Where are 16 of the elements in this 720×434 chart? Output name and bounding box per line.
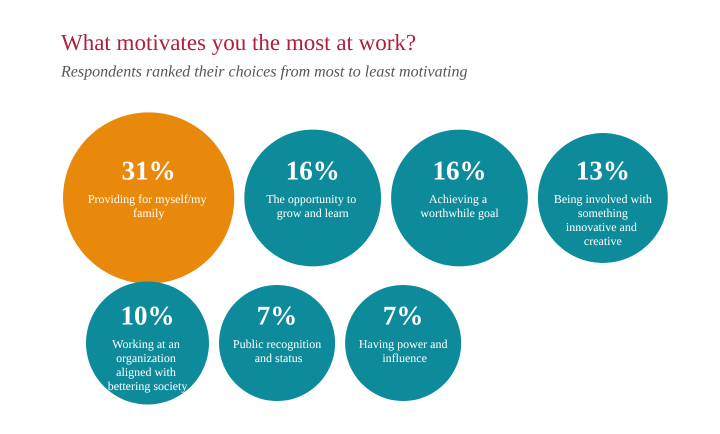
text: What motivates you the most at work? xyxy=(61,30,416,55)
data-label: 7% xyxy=(256,300,298,330)
category-label: Achieving a worthwhile goal xyxy=(420,192,500,220)
category-label: Being involved with something innovative and creative xyxy=(554,192,652,248)
data-label: 16% xyxy=(432,156,486,186)
data-label: 13% xyxy=(576,156,630,186)
data-label: 7% xyxy=(382,300,424,330)
category-label: Working at an organization aligned with bettering society xyxy=(108,337,188,393)
category-label: Having power and influence xyxy=(358,337,448,365)
data-label: 10% xyxy=(120,300,174,330)
category-label: Providing for myself/my family xyxy=(88,192,210,220)
category-label: The opportunity to grow and learn xyxy=(266,192,360,220)
category-label: Public recognition and status xyxy=(232,337,322,365)
text: Respondents ranked their choices from most to least motivating xyxy=(60,64,468,80)
data-label: 31% xyxy=(122,156,176,186)
data-label: 16% xyxy=(286,156,340,186)
